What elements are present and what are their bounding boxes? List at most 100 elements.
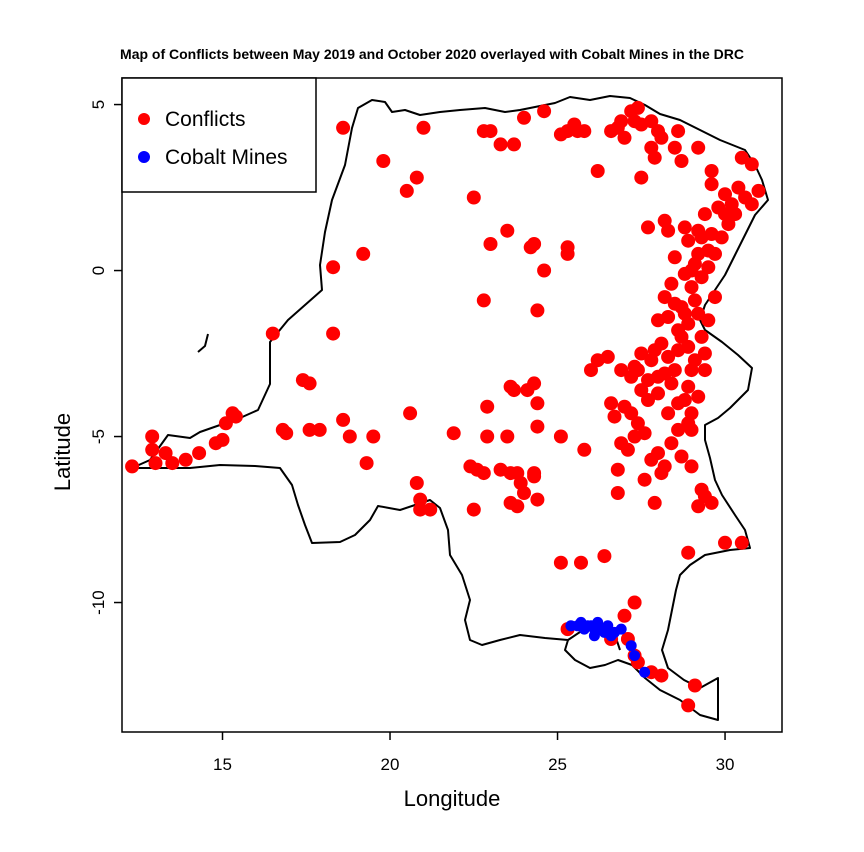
conflict-point-143	[687, 678, 702, 693]
conflict-point-123	[751, 183, 766, 198]
conflict-point-122	[744, 157, 759, 172]
conflict-point-165	[634, 383, 649, 398]
conflict-point-1	[145, 429, 160, 444]
conflict-point-109	[647, 150, 662, 165]
conflict-point-51	[500, 429, 515, 444]
conflict-point-219	[630, 363, 645, 378]
y-tick-label--10: -10	[89, 590, 108, 615]
conflict-point-59	[510, 499, 525, 514]
chart-title: Map of Conflicts between May 2019 and Oc…	[120, 46, 744, 62]
conflict-point-177	[681, 233, 696, 248]
conflict-point-89	[597, 549, 612, 564]
conflict-point-212	[701, 260, 716, 275]
legend: Conflicts Cobalt Mines	[121, 77, 317, 193]
conflict-point-48	[483, 124, 498, 139]
conflict-point-35	[416, 120, 431, 135]
y-tick-label-0: 0	[89, 266, 108, 275]
conflict-point-32	[409, 476, 424, 490]
y-axis-title: Latitude	[50, 413, 75, 491]
conflict-point-218	[641, 373, 655, 388]
conflict-point-70	[530, 396, 545, 411]
conflict-point-116	[674, 154, 689, 168]
y-tick-label--5: -5	[89, 429, 108, 444]
conflict-point-47	[483, 237, 498, 251]
conflict-point-73	[537, 263, 552, 278]
conflict-point-4	[158, 446, 173, 461]
conflict-point-202	[664, 376, 679, 391]
conflict-point-118	[704, 164, 719, 178]
x-tick-label-30: 30	[716, 755, 735, 774]
conflict-point-92	[604, 396, 619, 411]
conflict-point-23	[336, 412, 351, 427]
conflict-point-9	[215, 432, 230, 447]
conflict-point-102	[630, 100, 645, 115]
conflict-point-187	[697, 346, 712, 361]
conflict-point-97	[614, 114, 629, 129]
x-tick-label-25: 25	[548, 755, 567, 774]
conflict-point-117	[691, 140, 706, 155]
conflict-point-222	[661, 349, 676, 364]
conflict-point-74	[537, 104, 552, 119]
conflict-point-52	[500, 223, 515, 238]
conflict-point-198	[701, 313, 716, 328]
conflict-point-19	[312, 422, 327, 437]
conflict-point-107	[644, 114, 659, 129]
cobalt-mine-point-11	[602, 620, 614, 632]
conflict-point-10	[218, 416, 233, 431]
conflict-point-37	[446, 426, 461, 441]
conflict-point-72	[530, 492, 545, 507]
conflict-point-85	[577, 124, 592, 139]
plot-frame	[121, 77, 783, 733]
conflict-point-76	[553, 429, 568, 444]
conflict-point-200	[671, 422, 686, 437]
y-tick-label-5: 5	[89, 100, 108, 109]
conflict-point-196	[744, 197, 759, 212]
conflict-point-111	[654, 130, 669, 145]
conflict-point-136	[734, 535, 749, 550]
conflict-point-12	[228, 409, 243, 424]
conflict-point-77	[553, 555, 568, 570]
legend-box	[121, 77, 317, 193]
legend-conflicts-label: Conflicts	[165, 108, 246, 131]
conflict-point-210	[677, 220, 692, 235]
conflict-point-192	[731, 180, 746, 195]
conflict-point-150	[624, 406, 639, 421]
conflict-point-45	[480, 399, 495, 414]
conflict-point-61	[517, 486, 531, 500]
conflict-point-13	[265, 326, 280, 341]
conflict-point-182	[694, 329, 709, 344]
conflict-point-56	[507, 137, 521, 152]
conflict-point-155	[644, 452, 659, 467]
conflict-point-90	[600, 349, 615, 364]
conflict-point-193	[721, 217, 736, 232]
conflict-point-128	[674, 449, 689, 464]
conflict-point-103	[634, 170, 649, 185]
conflict-point-46	[480, 429, 495, 444]
conflict-point-223	[677, 306, 692, 321]
conflict-point-39	[466, 190, 481, 205]
conflict-point-134	[704, 495, 719, 510]
conflict-point-226	[691, 389, 706, 404]
conflict-point-157	[661, 406, 676, 421]
cobalt-mine-point-15	[625, 640, 637, 652]
cabinda-border	[197, 333, 209, 353]
conflict-point-27	[366, 429, 381, 444]
conflict-point-21	[326, 326, 341, 341]
conflict-point-114	[667, 140, 682, 155]
conflict-point-148	[614, 363, 629, 378]
conflict-point-137	[617, 608, 632, 623]
conflict-point-131	[691, 499, 706, 514]
conflict-point-175	[681, 379, 696, 394]
conflict-point-179	[684, 280, 699, 295]
conflict-point-71	[530, 419, 545, 434]
conflict-point-29	[399, 183, 414, 198]
conflict-point-119	[704, 177, 719, 192]
conflict-point-211	[694, 230, 709, 245]
conflict-point-83	[574, 555, 588, 570]
axes: 15 20 25 30 5 0 -5 -10	[89, 100, 735, 774]
conflict-point-24	[342, 429, 357, 444]
x-tick-label-20: 20	[381, 755, 400, 774]
conflict-point-214	[714, 230, 729, 245]
conflict-point-6	[178, 452, 193, 467]
